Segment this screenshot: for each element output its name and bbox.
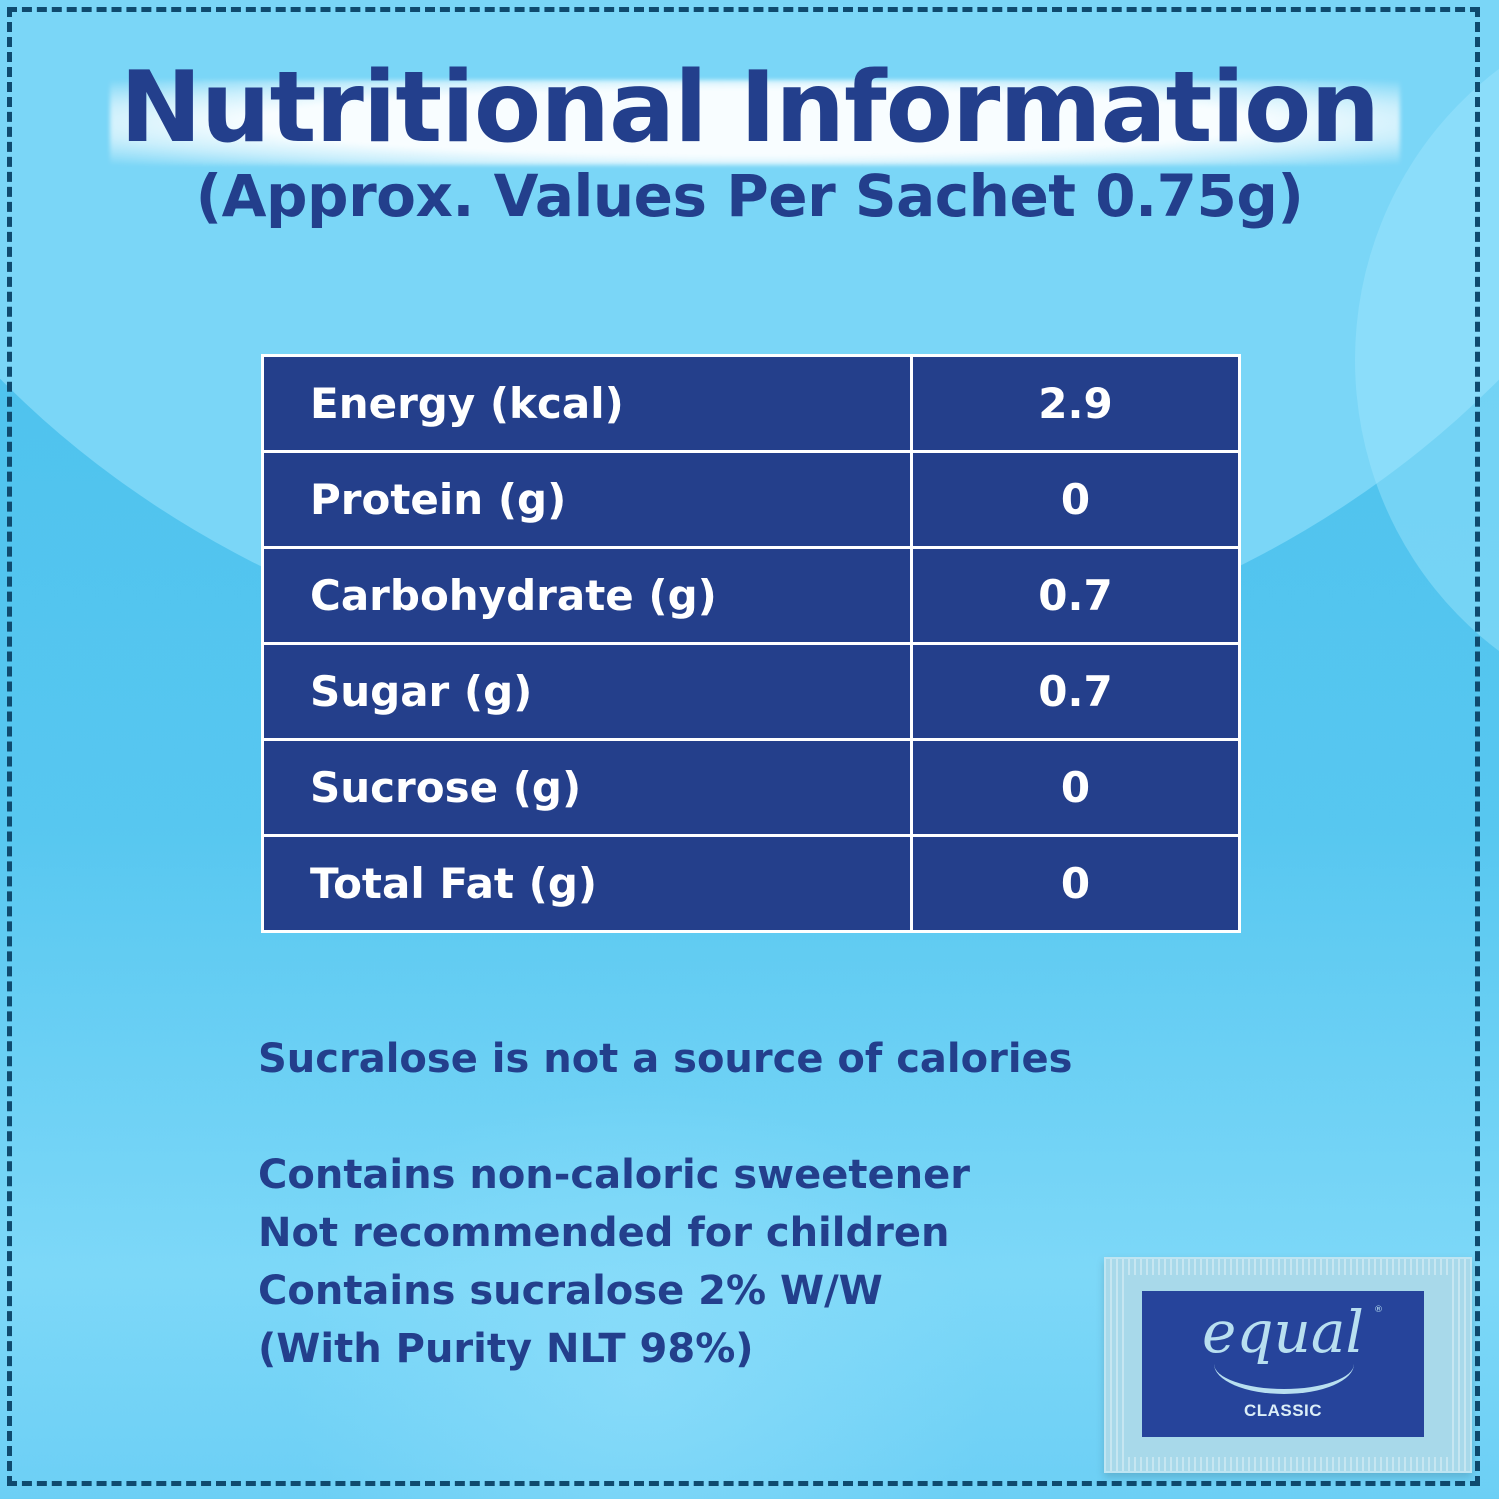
table-row: Total Fat (g) 0 <box>261 834 1241 933</box>
nutrient-value: 0.7 <box>910 546 1241 645</box>
table-row: Carbohydrate (g) 0.7 <box>261 546 1241 645</box>
nutrient-label: Carbohydrate (g) <box>261 546 913 645</box>
table-row: Sucrose (g) 0 <box>261 738 1241 837</box>
nutrient-label: Total Fat (g) <box>261 834 913 933</box>
note-line: (With Purity NLT 98%) <box>258 1326 754 1372</box>
product-sachet-image: equal ® CLASSIC <box>1104 1257 1472 1473</box>
nutrient-value: 0.7 <box>910 642 1241 741</box>
table-row: Sugar (g) 0.7 <box>261 642 1241 741</box>
page-subtitle: (Approx. Values Per Sachet 0.75g) <box>195 162 1304 230</box>
nutrient-label: Protein (g) <box>261 450 913 549</box>
note-line: Contains non-caloric sweetener <box>258 1152 970 1198</box>
registered-mark: ® <box>1374 1305 1383 1315</box>
dashed-border-frame <box>7 7 1480 1486</box>
calorie-statement: Sucralose is not a source of calories <box>258 1036 1073 1082</box>
note-line: Contains sucralose 2% W/W <box>258 1268 883 1314</box>
nutrient-value: 0 <box>910 738 1241 837</box>
nutrient-label: Sucrose (g) <box>261 738 913 837</box>
nutrition-table: Energy (kcal) 2.9 Protein (g) 0 Carbohyd… <box>261 354 1241 933</box>
nutrient-label: Energy (kcal) <box>261 354 913 453</box>
brand-logo: equal <box>1202 1298 1364 1366</box>
sachet-label: equal ® CLASSIC <box>1142 1291 1424 1437</box>
nutrient-value: 0 <box>910 834 1241 933</box>
smile-swoosh-icon <box>1214 1359 1354 1394</box>
nutrient-value: 0 <box>910 450 1241 549</box>
table-row: Protein (g) 0 <box>261 450 1241 549</box>
spacer <box>258 1088 1072 1146</box>
nutrient-value: 2.9 <box>910 354 1241 453</box>
nutrient-label: Sugar (g) <box>261 642 913 741</box>
table-row: Energy (kcal) 2.9 <box>261 354 1241 453</box>
product-variant: CLASSIC <box>1243 1401 1323 1420</box>
notes-block: Sucralose is not a source of calories Co… <box>258 1030 1072 1378</box>
note-line: Not recommended for children <box>258 1210 950 1256</box>
title-sugar-splash <box>110 80 1400 165</box>
page-title: Nutritional Information <box>119 51 1380 165</box>
